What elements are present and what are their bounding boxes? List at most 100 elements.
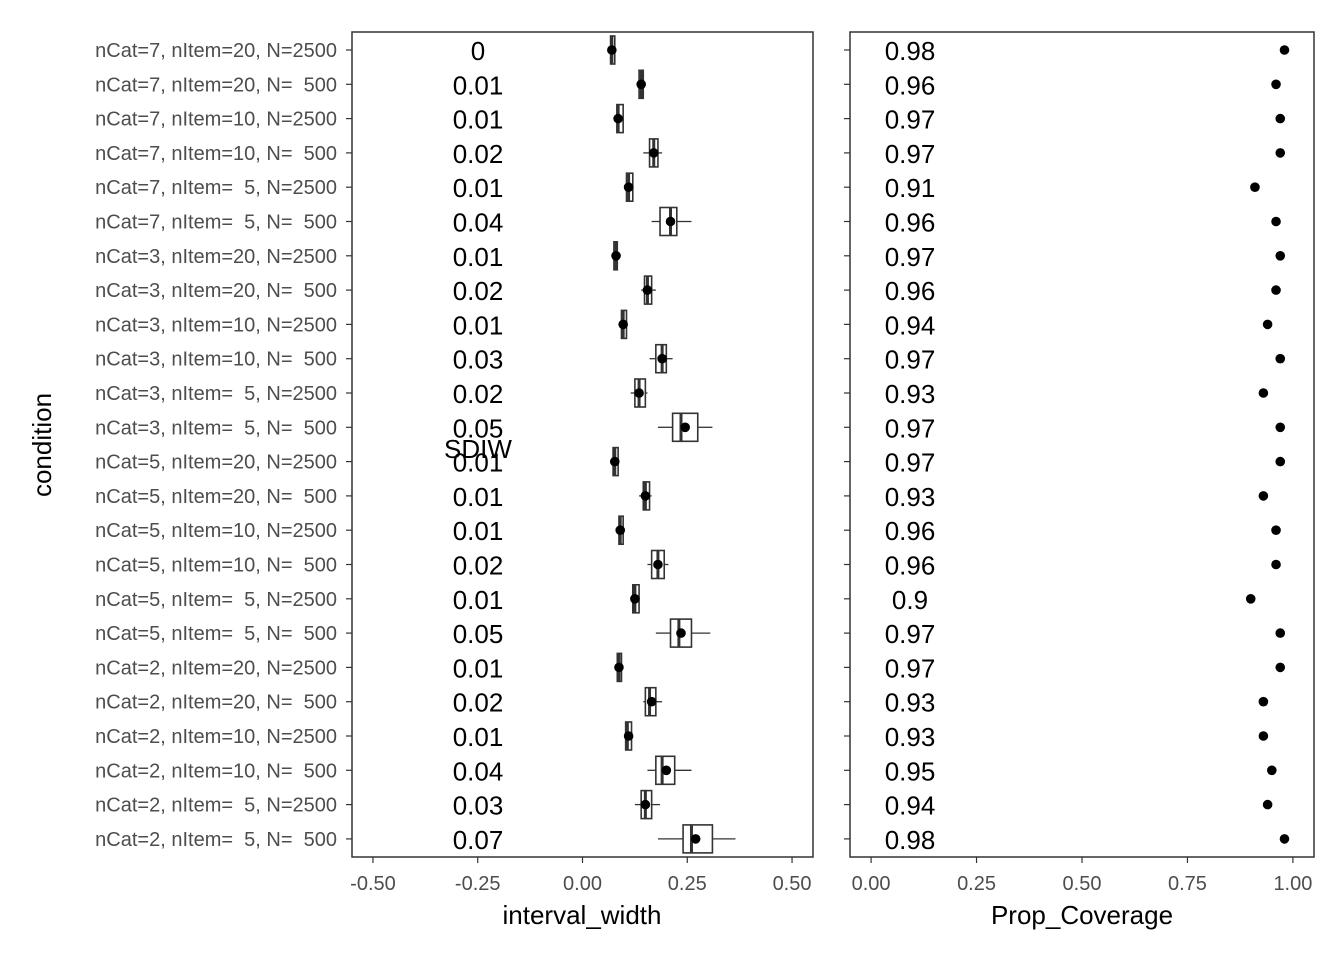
- boxplot: [630, 378, 648, 408]
- coverage-label: 0.96: [885, 70, 936, 100]
- box-mean-point: [615, 525, 626, 535]
- coverage-point: [1258, 388, 1269, 398]
- coverage-label: 0.93: [885, 379, 936, 409]
- box-mean-point: [646, 696, 657, 707]
- box-mean-point: [636, 79, 646, 90]
- coverage-point: [1258, 731, 1269, 741]
- y-tick-label: nCat=3, nItem=10, N=2500: [95, 314, 337, 336]
- y-tick-labels: nCat=7, nItem=20, N=2500 nCat=7, nItem=20…: [95, 40, 337, 851]
- left-panel-border: [351, 31, 814, 858]
- sdiw-label: 0.01: [453, 242, 504, 272]
- sdiw-label: 0.02: [453, 276, 504, 306]
- y-tick-label: nCat=3, nItem=20, N=2500: [95, 246, 337, 268]
- box-mean-point: [623, 731, 634, 741]
- coverage-point: [1250, 182, 1260, 192]
- boxplot: [615, 515, 626, 546]
- sdiw-label: 0.03: [453, 345, 504, 375]
- box-mean-point: [634, 388, 644, 398]
- coverage-label: 0.98: [885, 36, 936, 66]
- y-tick-label: nCat=7, nItem=10, N=2500: [95, 109, 337, 131]
- boxplot: [647, 755, 692, 786]
- left-x-tick-label: 0.25: [668, 873, 707, 895]
- y-tick-label: nCat=5, nItem=20, N=2500: [95, 452, 337, 474]
- sdiw-label: 0.07: [453, 825, 504, 855]
- y-tick-label: nCat=2, nItem=10, N= 500: [95, 760, 337, 782]
- coverage-point: [1262, 319, 1273, 330]
- coverage-point: [1275, 113, 1286, 124]
- coverage-label: 0.93: [885, 688, 936, 718]
- sdiw-label: 0.05: [453, 619, 504, 649]
- y-tick-label: nCat=5, nItem=20, N= 500: [95, 486, 337, 508]
- y-tick-label: nCat=2, nItem=20, N=2500: [95, 657, 337, 679]
- y-tick-label: nCat=7, nItem=20, N=2500: [95, 40, 337, 62]
- y-tick-label: nCat=7, nItem= 5, N=2500: [95, 177, 337, 199]
- box-mean-point: [680, 422, 690, 433]
- y-tick-label: nCat=2, nItem=20, N= 500: [95, 692, 337, 714]
- sdiw-label: 0: [471, 36, 485, 66]
- box-mean-point: [648, 148, 659, 158]
- coverage-label: 0.96: [885, 276, 936, 306]
- boxplot: [614, 652, 624, 683]
- y-tick-label: nCat=3, nItem= 5, N=2500: [95, 383, 337, 405]
- boxplot: [647, 549, 669, 580]
- right-x-tick-label: 0.00: [852, 873, 891, 895]
- coverage-label: 0.93: [885, 482, 936, 512]
- coverage-label: 0.97: [885, 448, 936, 478]
- coverage-point: [1271, 525, 1281, 535]
- coverage-point: [1275, 456, 1286, 467]
- coverage-point: [1258, 696, 1269, 707]
- coverage-label: 0.97: [885, 653, 936, 683]
- coverage-label: 0.91: [885, 173, 936, 203]
- boxplot: [609, 446, 620, 477]
- coverage-point: [1279, 834, 1290, 844]
- left-x-tick-label: -0.25: [455, 873, 501, 895]
- sdiw-label: 0.01: [453, 105, 504, 135]
- y-tick-label: nCat=5, nItem= 5, N= 500: [95, 623, 337, 645]
- y-axis-title: condition: [27, 393, 57, 497]
- right-x-tick-label: 0.75: [1168, 873, 1207, 895]
- coverage-point: [1245, 594, 1256, 604]
- coverage-point: [1258, 491, 1269, 501]
- box-mean-point: [609, 456, 620, 467]
- boxplot: [651, 206, 692, 237]
- left-x-tick-label: 0.00: [563, 873, 602, 895]
- coverage-label: 0.96: [885, 516, 936, 546]
- boxplot: [641, 275, 656, 305]
- y-tick-label: nCat=7, nItem=10, N= 500: [95, 143, 337, 165]
- coverage-label: 0.97: [885, 105, 936, 135]
- coverage-point: [1271, 285, 1281, 295]
- coverage-label: 0.96: [885, 208, 936, 238]
- coverage-point: [1275, 251, 1286, 261]
- sdiw-label: 0.03: [453, 791, 504, 821]
- coverage-label: 0.94: [885, 791, 936, 821]
- sdiw-label: 0.01: [453, 482, 504, 512]
- coverage-label: 0.97: [885, 242, 936, 272]
- left-x-tick-label: 0.50: [773, 873, 812, 895]
- right-x-ticks: 0.00 0.25 0.50 0.75 1.00: [852, 857, 1312, 895]
- sdiw-label: 0.01: [453, 585, 504, 615]
- boxplot: [618, 309, 628, 340]
- boxplot: [630, 583, 640, 614]
- coverage-point: [1275, 628, 1286, 638]
- coverage-point: [1279, 45, 1290, 55]
- right-x-tick-label: 0.25: [957, 873, 996, 895]
- sdiw-label: 0.01: [453, 70, 504, 100]
- coverage-labels: 0.98 0.96 0.97 0.97 0.91 0.96 0.97 0.96 0.94 0.97…: [885, 36, 936, 855]
- right-panel: 0.00 0.25 0.50 0.75 1.00 0.980.960.970.970.9…: [844, 31, 1315, 930]
- box-mean-point: [642, 285, 653, 295]
- coverage-points: [1245, 45, 1290, 844]
- right-x-axis-title: Prop_Coverage: [991, 900, 1173, 930]
- sdiw-label: 0.01: [453, 722, 504, 752]
- sdiw-label: 0.01: [453, 448, 504, 478]
- box-mean-point: [661, 765, 672, 776]
- boxplot: [613, 103, 624, 134]
- coverage-point: [1275, 353, 1286, 364]
- sdiw-title: SDIW: [444, 434, 512, 464]
- y-tick-label: nCat=2, nItem= 5, N=2500: [95, 795, 337, 817]
- coverage-label: 0.94: [885, 310, 936, 340]
- boxplot: [639, 481, 652, 511]
- box-mean-point: [640, 799, 651, 810]
- sdiw-label: 0.01: [453, 516, 504, 546]
- coverage-label: 0.98: [885, 825, 936, 855]
- y-tick-label: nCat=2, nItem= 5, N= 500: [95, 829, 337, 851]
